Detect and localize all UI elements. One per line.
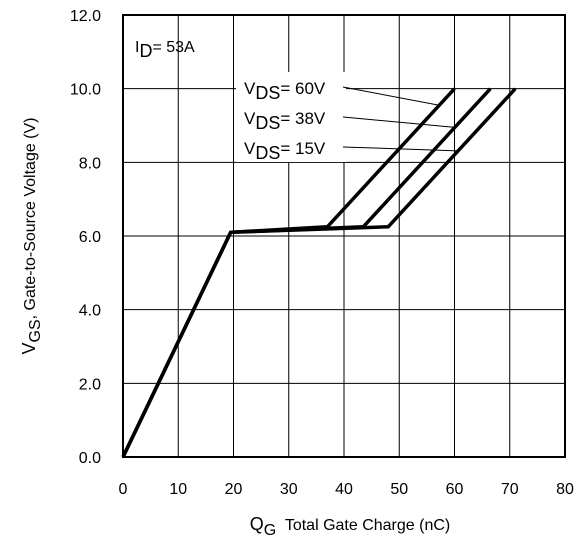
plot-frame bbox=[122, 14, 566, 458]
y-tick-label: 8.0 bbox=[79, 155, 101, 172]
x-tick-label: 70 bbox=[501, 481, 519, 498]
x-tick-label: 80 bbox=[556, 481, 574, 498]
grid bbox=[122, 14, 566, 458]
x-tick-label: 50 bbox=[390, 481, 408, 498]
x-axis-label: QG Total Gate Charge (nC) bbox=[250, 514, 450, 539]
y-tick-label: 2.0 bbox=[79, 376, 101, 393]
y-tick-label: 12.0 bbox=[70, 8, 101, 25]
x-tick-label: 20 bbox=[225, 481, 243, 498]
series-label: VDS= 60V bbox=[244, 79, 326, 103]
x-tick-label: 60 bbox=[446, 481, 464, 498]
y-axis-label: VGS, Gate-to-Source Voltage (V) bbox=[19, 117, 44, 354]
x-tick-labels: 0 10 20 30 40 50 60 70 80 bbox=[119, 481, 574, 498]
y-tick-label: 0.0 bbox=[79, 450, 101, 467]
x-tick-label: 40 bbox=[335, 481, 353, 498]
series-label: VDS= 15V bbox=[244, 139, 326, 163]
series-lines bbox=[121, 87, 517, 458]
condition-label: ID= 53A bbox=[135, 39, 195, 61]
y-tick-label: 6.0 bbox=[79, 229, 101, 246]
series-labels: VDS= 60V VDS= 38V VDS= 15V bbox=[236, 72, 459, 163]
series-label: VDS= 38V bbox=[244, 109, 326, 133]
x-tick-label: 30 bbox=[280, 481, 298, 498]
label-leader-line bbox=[342, 146, 459, 152]
label-leader-line bbox=[342, 86, 440, 106]
label-leader-line bbox=[342, 116, 455, 128]
series-line bbox=[121, 87, 517, 458]
x-tick-label: 10 bbox=[169, 481, 187, 498]
x-tick-label: 0 bbox=[119, 481, 128, 498]
y-tick-labels: 0.0 2.0 4.0 6.0 8.0 10.0 12.0 bbox=[70, 8, 101, 467]
y-tick-label: 4.0 bbox=[79, 303, 101, 320]
label-backdrop bbox=[236, 72, 346, 162]
y-tick-label: 10.0 bbox=[70, 82, 101, 99]
